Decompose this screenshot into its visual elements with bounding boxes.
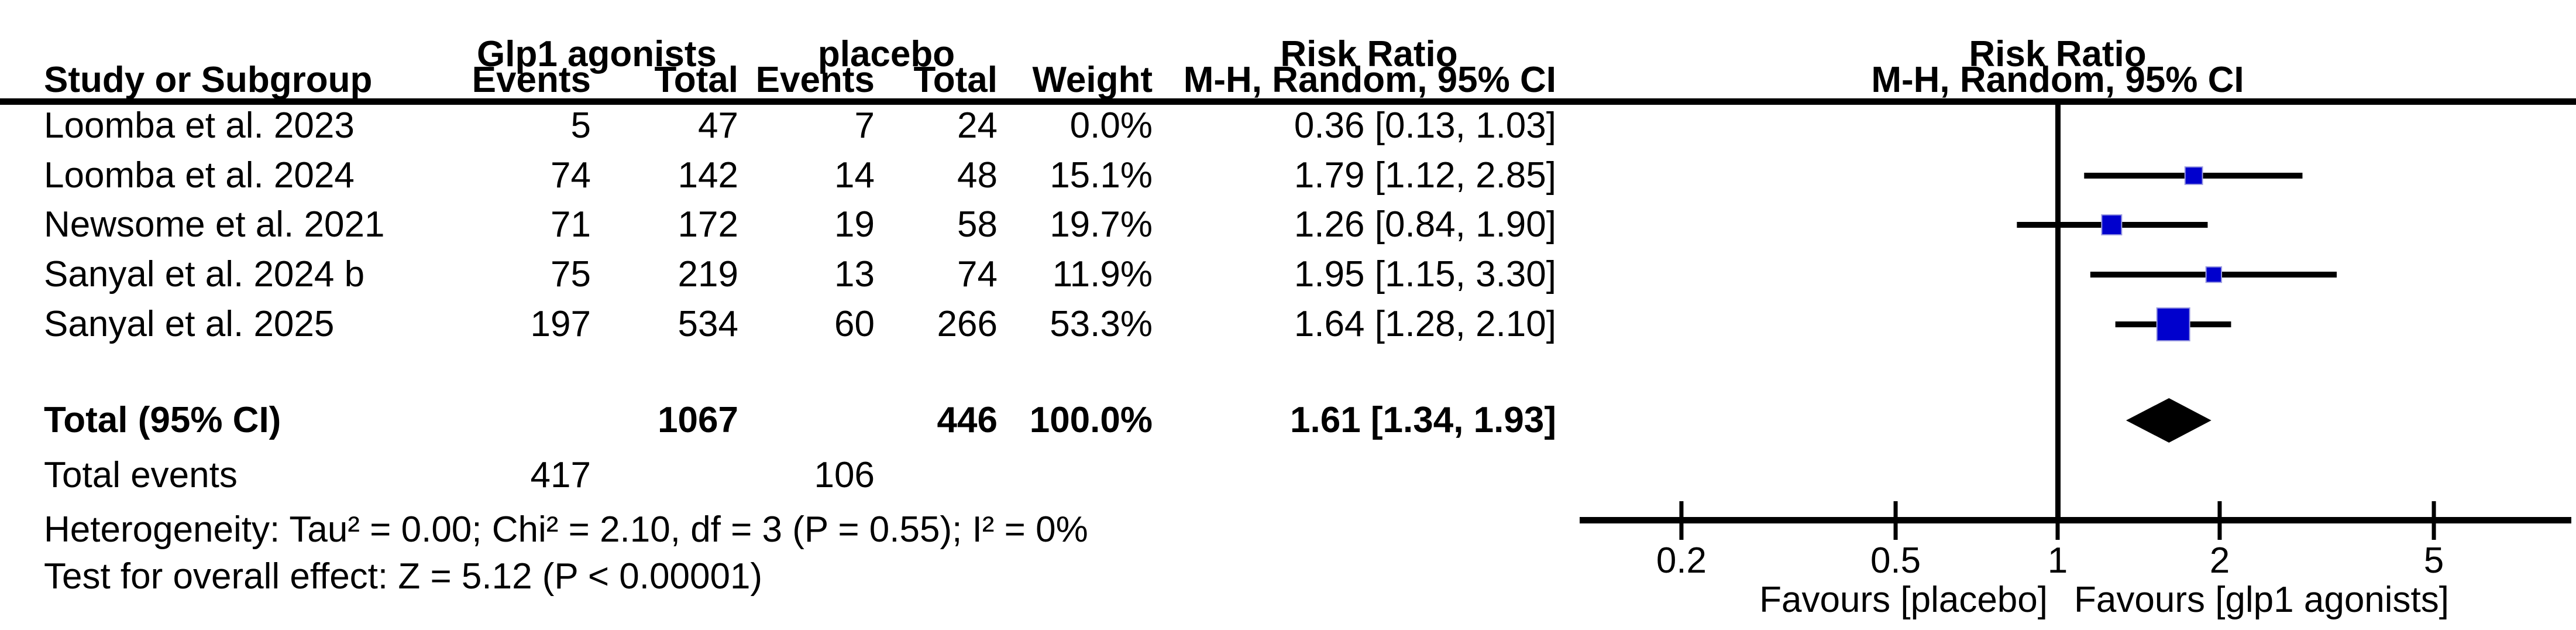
table-row: Loomba et al. 2024 74 142 14 48 15.1% 1.…: [0, 154, 2576, 197]
group1-label: Glp1 agonists: [477, 34, 717, 74]
total-weight: 100.0%: [1029, 400, 1153, 440]
col-events1-header: Events: [472, 60, 591, 100]
no-effect-line: [2055, 102, 2061, 523]
axis-tick: [1893, 501, 1898, 540]
total-events-label: Total events: [44, 455, 238, 495]
effect-square: [2156, 307, 2190, 341]
group2-label: placebo: [817, 34, 955, 74]
favours-right-label: Favours [glp1 agonists]: [2074, 580, 2450, 620]
risk-ratio-ci-text: 1.26 [0.84, 1.90]: [1294, 204, 1556, 245]
risk-ratio-ci-text: 0.36 [0.13, 1.03]: [1294, 105, 1556, 146]
effect-square: [2101, 214, 2123, 236]
study-name: Sanyal et al. 2025: [44, 304, 335, 344]
weight-value: 15.1%: [1050, 155, 1153, 196]
header-group-row: Glp1 agonists placebo Risk Ratio Risk Ra…: [0, 33, 2576, 74]
placebo-total: 74: [957, 254, 998, 295]
study-name: Loomba et al. 2024: [44, 155, 355, 196]
study-name: Sanyal et al. 2024 b: [44, 254, 365, 295]
header-divider-rule: [0, 98, 2576, 105]
placebo-total: 48: [957, 155, 998, 196]
placebo-events: 7: [854, 105, 875, 146]
weight-value: 19.7%: [1050, 204, 1153, 245]
axis-tick-label: 0.5: [1870, 540, 1921, 581]
glp1-grand-total: 1067: [658, 400, 738, 440]
axis-tick-label: 5: [2424, 540, 2444, 581]
col-weight-header: Weight: [1032, 60, 1153, 100]
col-study-header: Study or Subgroup: [44, 60, 373, 100]
axis-tick: [2055, 501, 2060, 540]
col-method-header: M-H, Random, 95% CI: [1183, 60, 1556, 100]
placebo-total-events: 106: [814, 455, 875, 495]
effect-square: [2184, 166, 2203, 185]
total-label: Total (95% CI): [44, 400, 281, 440]
placebo-total: 24: [957, 105, 998, 146]
glp1-total: 142: [677, 155, 738, 196]
glp1-events: 74: [551, 155, 591, 196]
axis-tick: [2431, 501, 2436, 540]
col-total2-header: Total: [913, 60, 998, 100]
weight-value: 53.3%: [1050, 304, 1153, 344]
overall-effect-text: Test for overall effect: Z = 5.12 (P < 0…: [44, 556, 763, 597]
placebo-total: 58: [957, 204, 998, 245]
glp1-events: 5: [570, 105, 591, 146]
table-row: Newsome et al. 2021 71 172 19 58 19.7% 1…: [0, 203, 2576, 246]
effect-square: [2205, 266, 2223, 283]
glp1-events: 71: [551, 204, 591, 245]
risk-ratio-column-title: Risk Ratio: [1280, 34, 1458, 74]
axis-tick-label: 0.2: [1656, 540, 1707, 581]
placebo-grand-total: 446: [937, 400, 998, 440]
axis-tick-label: 1: [2048, 540, 2068, 581]
glp1-events: 75: [551, 254, 591, 295]
weight-value: 0.0%: [1069, 105, 1153, 146]
weight-value: 11.9%: [1052, 254, 1153, 295]
overall-effect-row: Test for overall effect: Z = 5.12 (P < 0…: [0, 555, 2576, 598]
col-total1-header: Total: [654, 60, 739, 100]
glp1-total: 172: [677, 204, 738, 245]
glp1-total: 47: [698, 105, 738, 146]
risk-ratio-ci-text: 1.79 [1.12, 2.85]: [1294, 155, 1556, 196]
heterogeneity-row: Heterogeneity: Tau² = 0.00; Chi² = 2.10,…: [0, 508, 2576, 552]
col-events2-header: Events: [755, 60, 875, 100]
x-axis-line: [1580, 517, 2571, 523]
total-events-row: Total events 417 106: [0, 454, 2576, 497]
axis-tick: [1679, 501, 1684, 540]
glp1-events: 197: [530, 304, 591, 344]
favours-left-label: Favours [placebo]: [1759, 580, 2048, 620]
header-column-row: Study or Subgroup Events Total Events To…: [0, 59, 2576, 100]
risk-ratio-plot-title: Risk Ratio: [1969, 34, 2147, 74]
study-name: Loomba et al. 2023: [44, 105, 355, 146]
placebo-events: 13: [834, 254, 875, 295]
table-row: Sanyal et al. 2024 b 75 219 13 74 11.9% …: [0, 253, 2576, 296]
glp1-total: 219: [677, 254, 738, 295]
placebo-events: 14: [834, 155, 875, 196]
study-name: Newsome et al. 2021: [44, 204, 385, 245]
plot-method-header: M-H, Random, 95% CI: [1871, 60, 2244, 100]
table-row: Loomba et al. 2023 5 47 7 24 0.0% 0.36 […: [0, 104, 2576, 148]
heterogeneity-text: Heterogeneity: Tau² = 0.00; Chi² = 2.10,…: [44, 509, 1088, 550]
axis-tick-label: 2: [2210, 540, 2230, 581]
glp1-total-events: 417: [530, 455, 591, 495]
risk-ratio-ci-text: 1.64 [1.28, 2.10]: [1294, 304, 1556, 344]
placebo-events: 60: [834, 304, 875, 344]
table-row: Sanyal et al. 2025 197 534 60 266 53.3% …: [0, 303, 2576, 346]
placebo-events: 19: [834, 204, 875, 245]
pooled-diamond: [2126, 398, 2212, 443]
glp1-total: 534: [677, 304, 738, 344]
total-risk-ratio-ci-text: 1.61 [1.34, 1.93]: [1290, 400, 1556, 440]
risk-ratio-ci-text: 1.95 [1.15, 3.30]: [1294, 254, 1556, 295]
placebo-total: 266: [937, 304, 998, 344]
axis-tick: [2217, 501, 2222, 540]
total-row: Total (95% CI) 1067 446 100.0% 1.61 [1.3…: [0, 399, 2576, 442]
